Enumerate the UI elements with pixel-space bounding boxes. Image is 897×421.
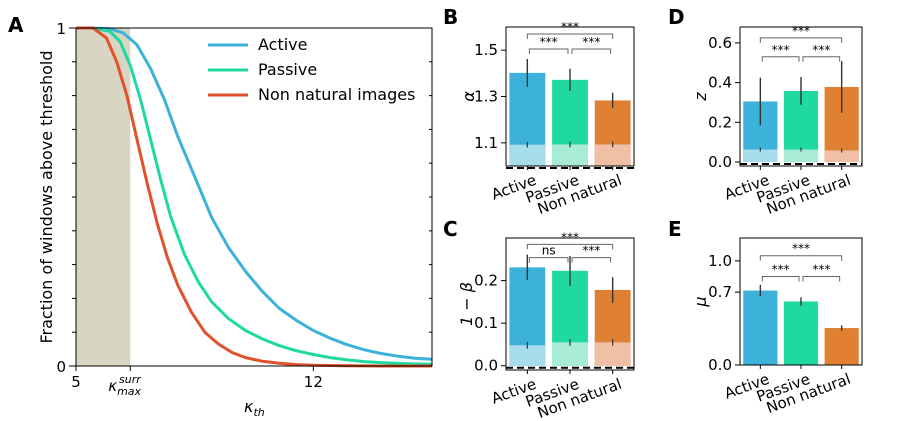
y-tick-label: 0.4: [708, 74, 732, 92]
significance-label: ***: [582, 244, 600, 258]
legend-label-non-natural: Non natural images: [258, 85, 415, 104]
surrogate-bar-active: [509, 345, 546, 366]
significance-label: ***: [540, 35, 558, 49]
bar-passive: [783, 301, 819, 365]
y-tick-label: 0.0: [474, 357, 498, 375]
significance-bracket: [528, 257, 569, 263]
y-tick-label: 0.7: [708, 283, 732, 301]
series-line-non-natural: [76, 26, 432, 368]
significance-bracket: [759, 37, 843, 43]
significance-bracket: [526, 243, 614, 250]
significance-bracket: [802, 56, 841, 62]
series-line-passive: [76, 26, 433, 366]
legend-label-passive: Passive: [258, 60, 317, 79]
surrogate-bar-passive: [783, 149, 819, 163]
significance-label: ***: [561, 230, 579, 244]
significance-label: ***: [772, 43, 790, 57]
significance-bracket: [761, 56, 800, 62]
significance-bracket: [761, 276, 800, 282]
significance-bracket: [571, 257, 612, 263]
significance-bracket: [528, 48, 569, 55]
significance-bracket: [759, 255, 843, 261]
y-tick-label: 1.0: [708, 252, 732, 270]
bar-active: [743, 290, 778, 365]
y-tick-label: 0.2: [708, 113, 732, 131]
y-tick-label: 0.1: [474, 314, 498, 332]
series-line-active: [76, 26, 433, 361]
surrogate-bar-passive: [552, 342, 588, 366]
surrogate-bar-active: [509, 144, 546, 166]
x-axis-label: κth: [244, 397, 265, 419]
significance-label: ns: [542, 244, 556, 258]
y-tick-label: 1.5: [474, 41, 498, 59]
y-tick-label: 1.1: [474, 134, 498, 152]
surrogate-bar-non-natural: [594, 144, 631, 166]
y-tick-label: 0: [56, 358, 66, 376]
surrogate-bar-non-natural: [824, 150, 859, 163]
bar-non-natural: [824, 328, 859, 365]
significance-label: ***: [812, 43, 830, 57]
significance-bracket: [526, 33, 614, 39]
y-axis-label: Fraction of windows above threshold: [37, 50, 56, 343]
y-tick-label: 1.3: [474, 88, 498, 106]
panel-a-line-chart: 1 05 12 κmaxsurr κth Fraction of windows abov…: [37, 20, 433, 419]
panel-label-b: B: [443, 5, 458, 29]
x-tick-label-kappa-max-surr: κmaxsurr: [108, 373, 142, 398]
significance-label: ***: [582, 35, 600, 49]
y-axis-label: μ: [691, 296, 710, 307]
y-tick-label: 1: [56, 20, 66, 38]
surrogate-bar-non-natural: [594, 342, 631, 366]
significance-bracket: [571, 48, 612, 55]
shaded-surrogate-region: [76, 28, 131, 366]
significance-label: ***: [561, 20, 579, 34]
legend-label-active: Active: [258, 35, 308, 54]
surrogate-bar-active: [743, 149, 778, 163]
surrogate-bar-passive: [552, 144, 588, 166]
significance-label: ***: [792, 242, 810, 256]
x-tick-label: 12: [304, 373, 323, 391]
significance-label: ***: [812, 263, 830, 277]
panel-label-d: D: [668, 5, 685, 29]
panel-label-e: E: [668, 217, 682, 241]
significance-bracket: [802, 276, 841, 282]
significance-label: ***: [772, 263, 790, 277]
significance-label: ***: [792, 24, 810, 38]
y-axis-label: 1 − β: [457, 282, 476, 326]
x-tick-label: 5: [71, 373, 81, 391]
panel-label-c: C: [443, 217, 458, 241]
y-tick-label: 0.0: [708, 153, 732, 171]
y-axis-label: α: [459, 91, 478, 102]
y-tick-label: 0.0: [708, 356, 732, 374]
y-tick-label: 0.6: [708, 34, 732, 52]
panel-label-a: A: [8, 13, 24, 37]
y-tick-label: 0.2: [474, 272, 498, 290]
y-axis-label: z: [691, 92, 710, 102]
